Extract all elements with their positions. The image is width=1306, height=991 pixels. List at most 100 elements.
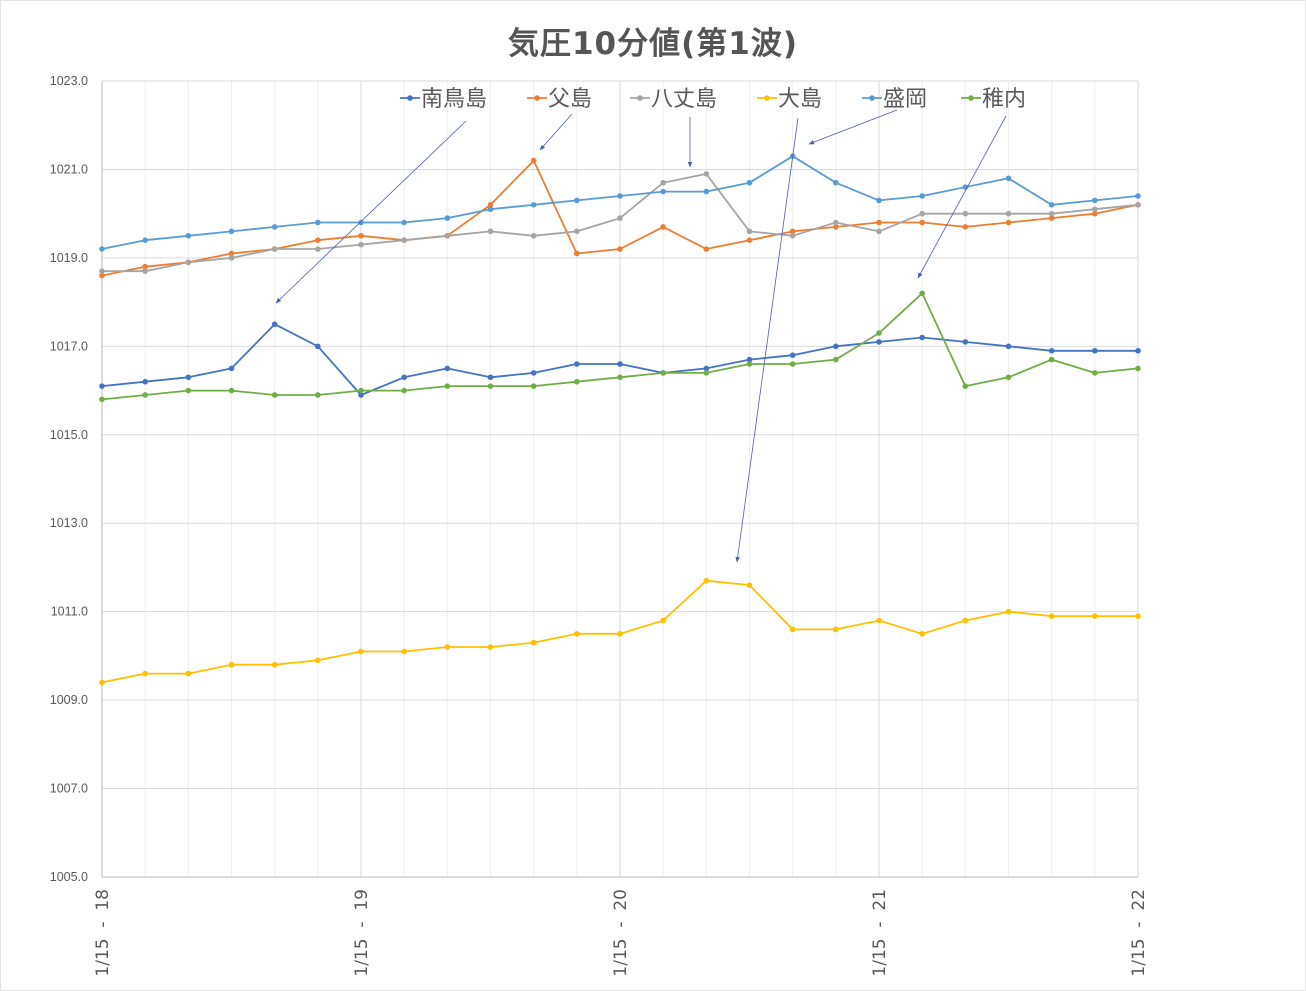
data-point [271, 661, 278, 668]
data-point [530, 370, 537, 376]
data-point [99, 268, 105, 274]
data-point [574, 250, 580, 257]
data-point [919, 290, 925, 297]
data-point [1092, 197, 1098, 204]
legend-label: 八丈島 [651, 87, 717, 112]
data-point [444, 232, 451, 239]
data-point [660, 179, 666, 186]
legend-item: 大島 [757, 87, 822, 112]
y-axis: 1005.0 1007.0 1009.0 1011.0 1013.0 1015.0 1017… [50, 74, 88, 884]
x-tick-label: 1/15 - 18 [93, 889, 113, 977]
legend-label: 盛岡 [883, 87, 927, 112]
y-tick-label: 1011.0 [51, 605, 88, 619]
arrow-icon [808, 109, 898, 145]
legend-label: 稚内 [982, 87, 1026, 112]
data-point [142, 237, 148, 243]
data-point [530, 202, 537, 208]
data-point [401, 219, 407, 226]
data-point [1092, 347, 1098, 354]
data-point [703, 370, 710, 376]
data-point [1005, 210, 1012, 217]
data-point [228, 661, 235, 668]
data-point [962, 224, 969, 230]
x-tick-label: 1/15 - 21 [870, 889, 890, 977]
data-point [617, 193, 623, 199]
series-稚内 [99, 290, 1141, 403]
data-point [487, 644, 494, 650]
data-point [703, 365, 710, 372]
y-tick-label: 1007.0 [50, 782, 88, 796]
data-point [1048, 347, 1055, 354]
y-tick-label: 1015.0 [50, 428, 88, 442]
data-point [833, 356, 839, 363]
series-大島 [99, 577, 1141, 686]
data-point [746, 356, 753, 363]
data-point [1135, 193, 1141, 199]
data-point [660, 617, 666, 624]
y-tick-label: 1021.0 [50, 162, 88, 176]
series-八丈島 [99, 171, 1141, 274]
arrow-icon [275, 120, 467, 304]
data-point [703, 171, 710, 177]
series-lines [99, 153, 1141, 686]
data-point [833, 224, 839, 230]
data-point [271, 246, 278, 252]
data-point [703, 188, 710, 195]
data-point [185, 374, 192, 381]
data-point [919, 193, 925, 199]
y-tick-label: 1009.0 [50, 693, 88, 707]
data-point [358, 241, 364, 248]
data-point [876, 219, 882, 226]
x-tick-label: 1/15 - 20 [611, 889, 631, 977]
data-point [444, 383, 451, 389]
data-point [444, 215, 451, 221]
data-point [142, 378, 148, 385]
data-point [1135, 365, 1141, 372]
y-tick-label: 1023.0 [50, 74, 88, 88]
legend-marker-icon [534, 95, 540, 101]
data-point [142, 392, 148, 398]
data-point [315, 237, 321, 243]
data-point [574, 228, 580, 235]
data-point [1048, 613, 1055, 619]
data-point [99, 396, 105, 403]
x-tick-label: 1/15 - 22 [1129, 889, 1149, 977]
data-point [1092, 206, 1098, 213]
data-point [444, 644, 451, 650]
data-point [1005, 175, 1012, 182]
legend-item: 稚内 [961, 87, 1026, 112]
data-point [99, 679, 105, 686]
data-point [962, 339, 969, 345]
legend-item: 南鳥島 [400, 87, 487, 112]
data-point [574, 378, 580, 385]
legend-marker-icon [968, 95, 974, 101]
chart-title: 気圧10分値(第1波) [507, 26, 799, 62]
data-point [919, 630, 925, 637]
data-point [271, 321, 278, 328]
data-point [1005, 608, 1012, 615]
data-point [228, 228, 235, 235]
data-point [358, 219, 364, 226]
data-point [746, 228, 753, 235]
data-point [574, 630, 580, 637]
data-point [1135, 202, 1141, 208]
annotation-arrows [275, 109, 1007, 563]
y-tick-label: 1005.0 [50, 870, 88, 884]
data-point [401, 237, 407, 243]
data-point [358, 648, 364, 655]
data-point [228, 365, 235, 372]
data-point [789, 232, 796, 239]
data-point [271, 392, 278, 398]
data-point [185, 232, 192, 239]
y-tick-label: 1013.0 [50, 516, 88, 530]
data-point [1005, 374, 1012, 381]
data-point [401, 648, 407, 655]
data-point [358, 387, 364, 394]
series-南鳥島 [99, 321, 1141, 398]
data-point [919, 334, 925, 341]
data-point [487, 374, 494, 381]
data-point [574, 361, 580, 367]
series-盛岡 [99, 153, 1141, 252]
data-point [1092, 210, 1098, 217]
